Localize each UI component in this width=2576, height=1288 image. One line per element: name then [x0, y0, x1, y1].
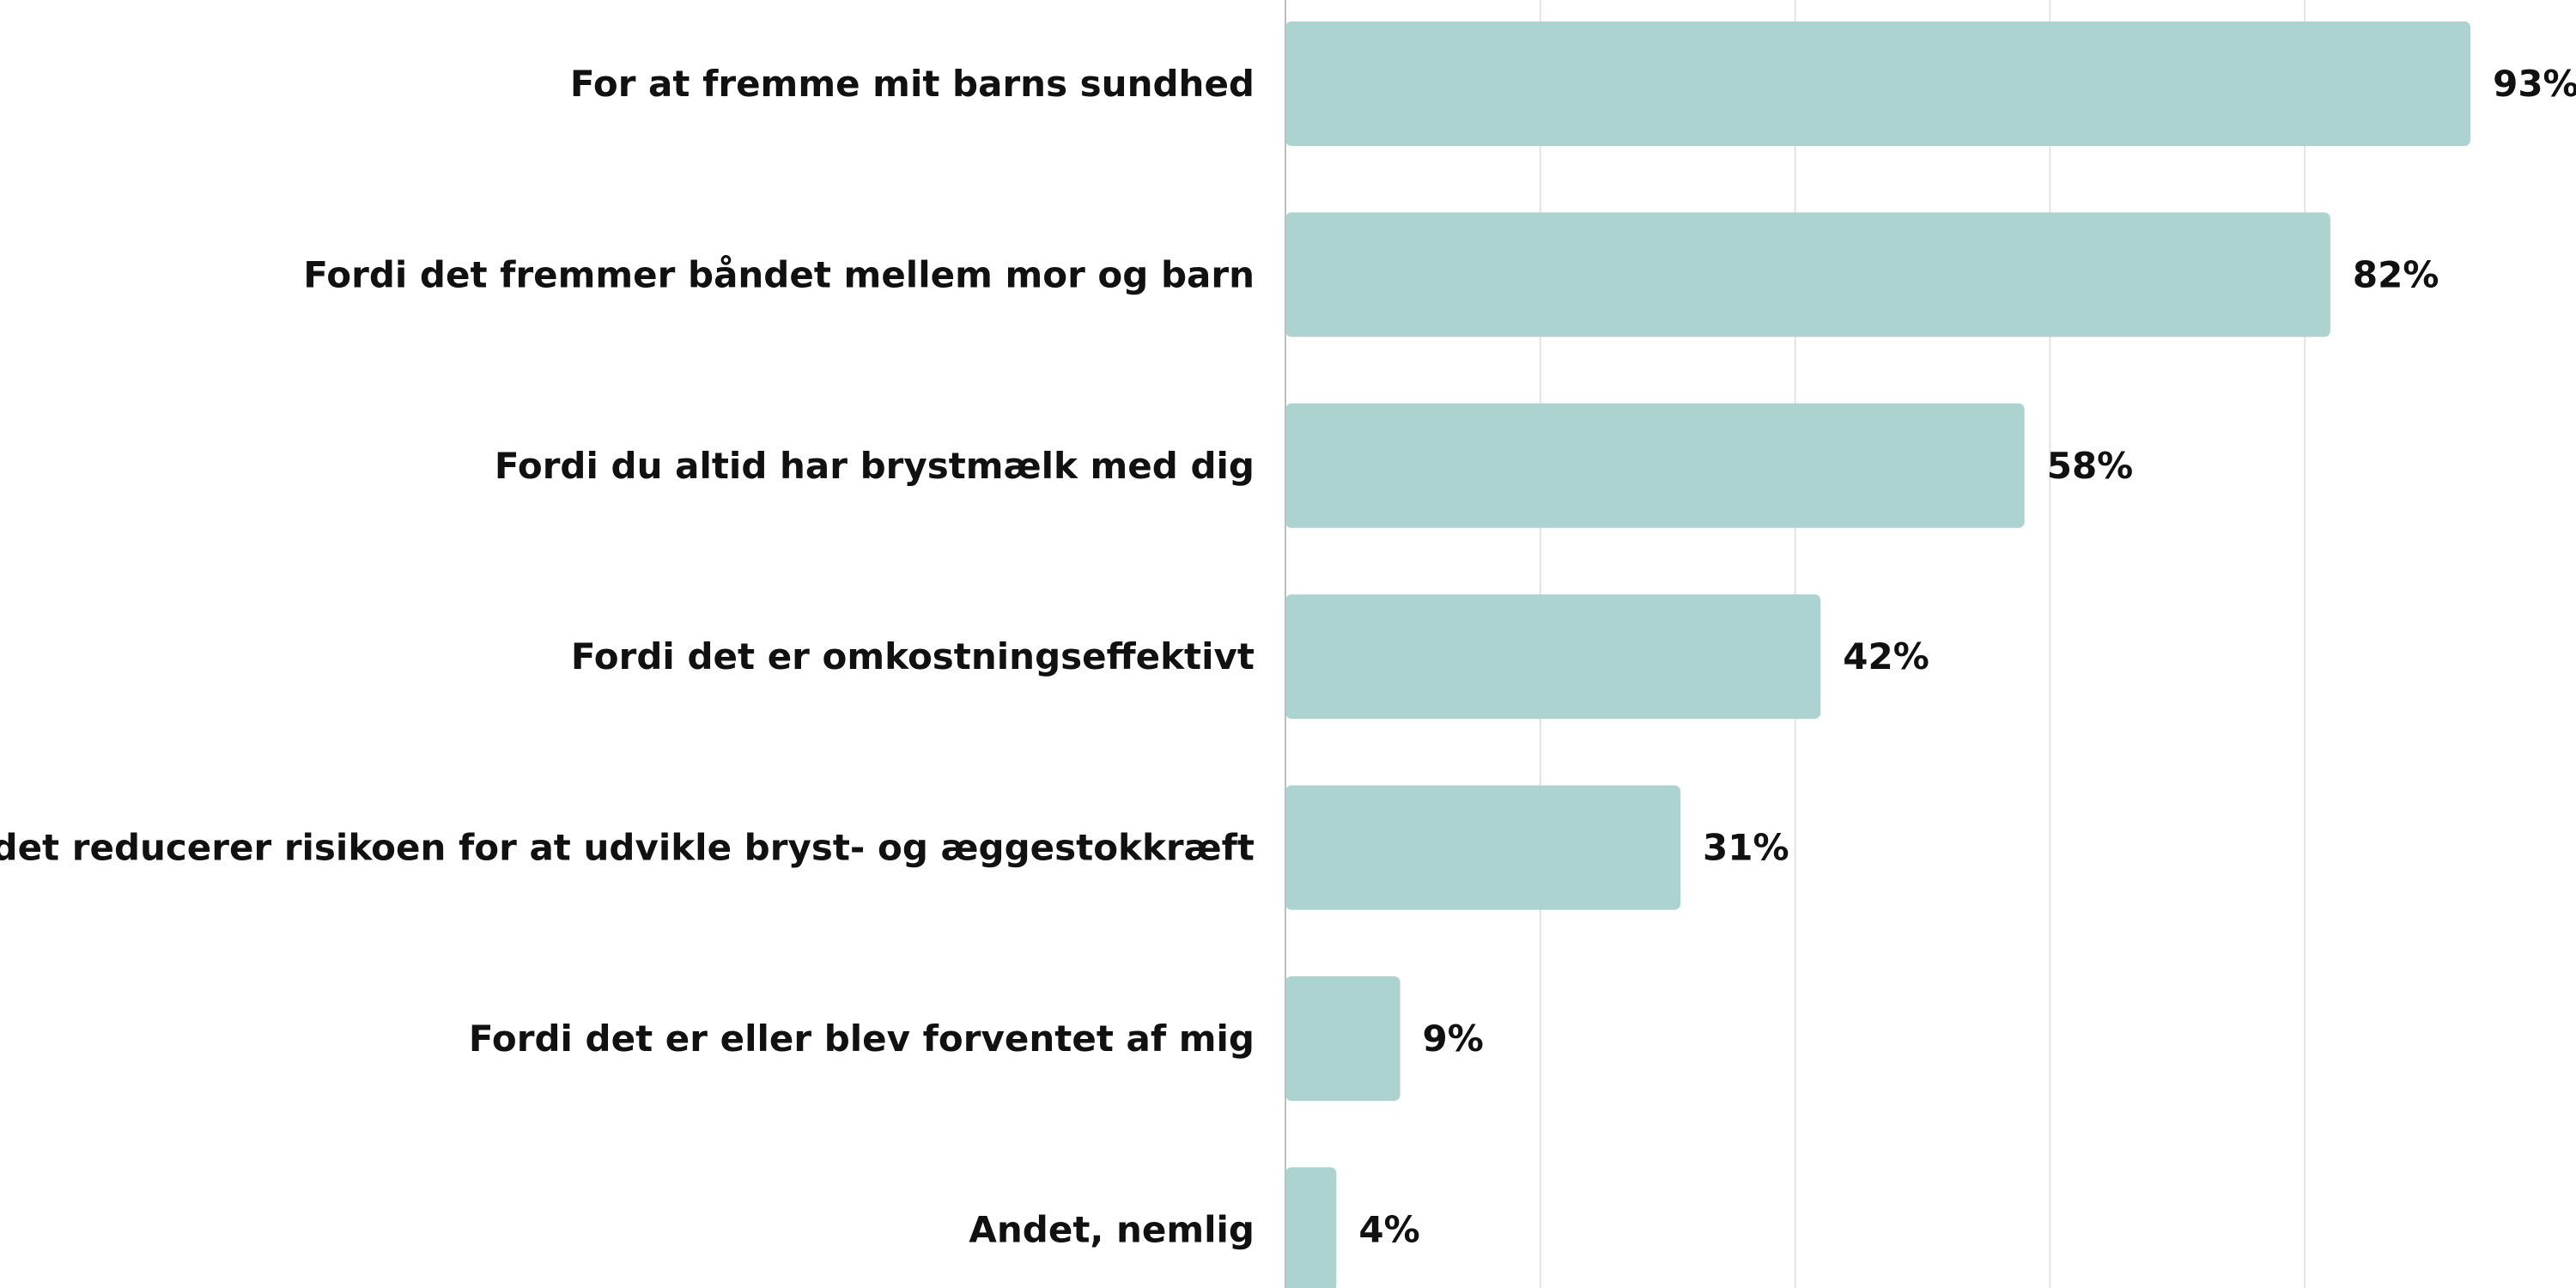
bar-6 [1285, 976, 1400, 1101]
value-label-5: 31% [1703, 827, 1789, 869]
bar-5 [1285, 785, 1681, 910]
category-label-1: For at fremme mit barns sundhed [570, 63, 1255, 105]
bar-1 [1285, 21, 2471, 146]
bars [1285, 21, 2471, 1288]
value-label-2: 82% [2353, 253, 2439, 295]
value-label-4: 42% [1843, 635, 1929, 677]
value-label-3: 58% [2047, 445, 2134, 487]
value-label-1: 93% [2493, 63, 2576, 105]
category-label-5: Fordi det reducerer risikoen for at udvi… [0, 827, 1255, 869]
category-label-4: Fordi det er omkostningseffektivt [571, 635, 1255, 677]
bar-2 [1285, 212, 2330, 337]
labels: For at fremme mit barns sundhed 93% Fordi … [0, 63, 2576, 1250]
category-label-6: Fordi det er eller blev forventet af mig [469, 1018, 1255, 1060]
category-label-2: Fordi det fremmer båndet mellem mor og b… [303, 253, 1255, 295]
value-label-6: 9% [1423, 1018, 1484, 1060]
bar-3 [1285, 403, 2025, 528]
category-label-3: Fordi du altid har brystmælk med dig [495, 445, 1255, 487]
bar-7 [1285, 1167, 1337, 1288]
value-label-7: 4% [1358, 1208, 1419, 1250]
bar-4 [1285, 594, 1821, 720]
category-label-7: Andet, nemlig [969, 1208, 1255, 1250]
